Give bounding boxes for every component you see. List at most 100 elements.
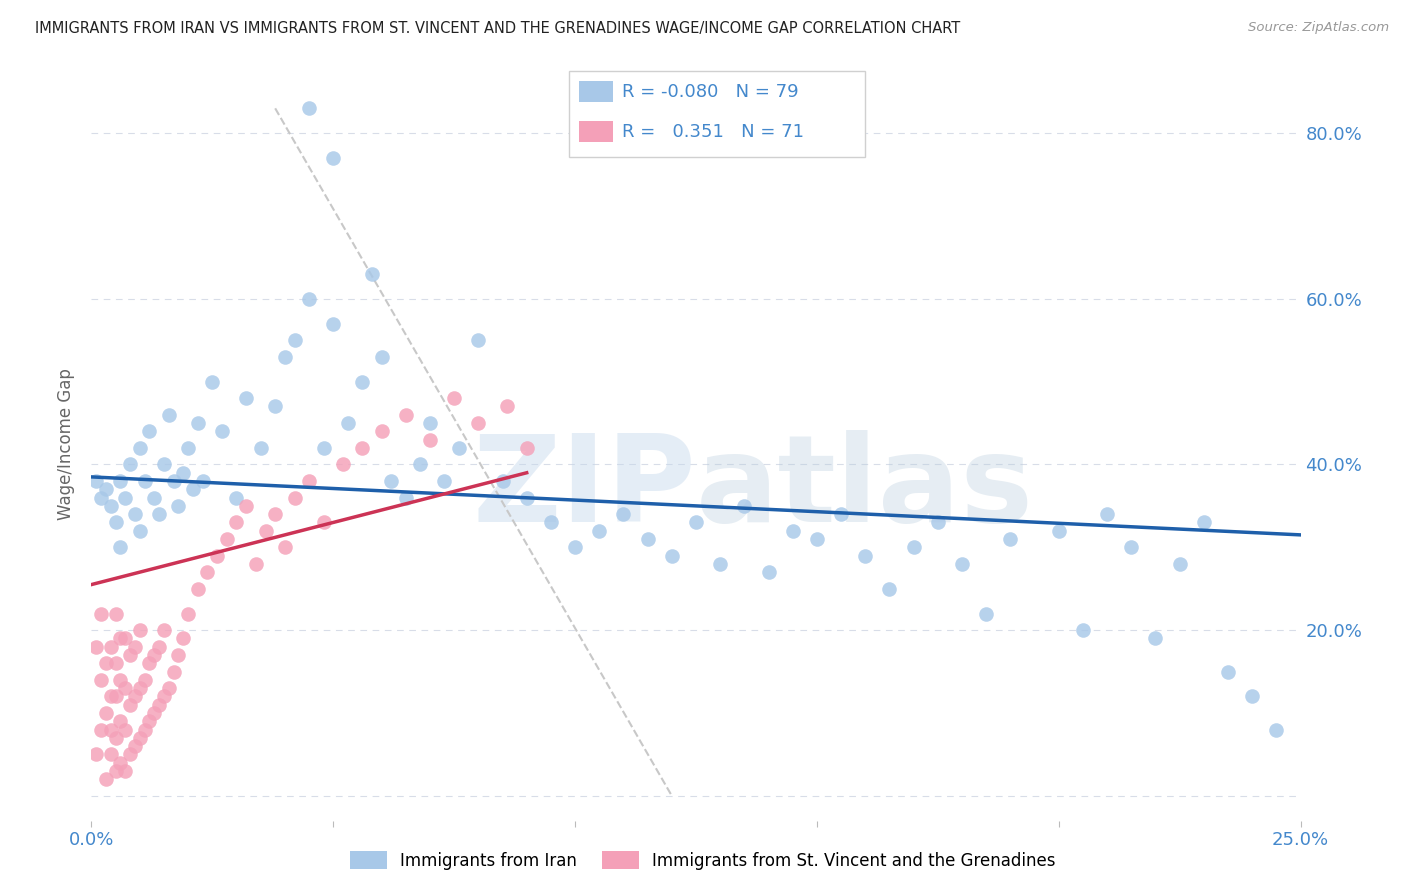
Point xyxy=(110,541,132,555)
Point xyxy=(134,474,156,488)
Point xyxy=(806,532,828,546)
Point xyxy=(153,623,176,637)
Point xyxy=(148,507,170,521)
Point xyxy=(110,756,132,770)
Point xyxy=(685,516,707,530)
Point xyxy=(516,491,538,505)
Point xyxy=(733,499,755,513)
Point xyxy=(128,681,150,695)
Text: atlas: atlas xyxy=(696,431,1033,548)
Point xyxy=(974,607,997,621)
Point xyxy=(332,458,354,472)
Point xyxy=(138,425,160,439)
Point xyxy=(225,491,247,505)
Point xyxy=(491,474,513,488)
Point xyxy=(1095,507,1118,521)
Point xyxy=(157,408,180,422)
Point xyxy=(211,425,233,439)
Point xyxy=(172,466,194,480)
Point xyxy=(322,151,344,165)
FancyBboxPatch shape xyxy=(579,121,613,142)
Point xyxy=(352,441,374,455)
Point xyxy=(903,541,925,555)
Point xyxy=(148,698,170,712)
Point xyxy=(496,400,519,414)
Point xyxy=(249,441,271,455)
Point xyxy=(177,441,200,455)
Point xyxy=(167,499,190,513)
Point xyxy=(352,375,374,389)
Point xyxy=(143,491,166,505)
Point xyxy=(143,706,166,720)
Point xyxy=(1265,723,1288,737)
Point xyxy=(312,516,335,530)
Point xyxy=(419,433,441,447)
Point xyxy=(1216,665,1239,679)
Point xyxy=(84,640,107,654)
Point xyxy=(395,491,418,505)
Point xyxy=(124,640,146,654)
Point xyxy=(283,333,305,347)
Point xyxy=(540,516,562,530)
Point xyxy=(370,425,392,439)
Point xyxy=(90,673,112,687)
Point xyxy=(245,557,267,571)
Point xyxy=(120,648,142,662)
Point xyxy=(84,474,107,488)
Point xyxy=(84,747,107,762)
Point xyxy=(191,474,214,488)
Point xyxy=(336,416,359,430)
Point xyxy=(516,441,538,455)
Point xyxy=(637,532,659,546)
Point xyxy=(661,549,683,563)
Point xyxy=(612,507,634,521)
Point xyxy=(90,723,112,737)
Point xyxy=(100,499,122,513)
Point xyxy=(1168,557,1191,571)
Text: ZIP: ZIP xyxy=(472,431,696,548)
Point xyxy=(370,350,392,364)
Y-axis label: Wage/Income Gap: Wage/Income Gap xyxy=(58,368,76,520)
Point xyxy=(447,441,470,455)
Point xyxy=(104,731,127,745)
Point xyxy=(409,458,432,472)
Point xyxy=(443,391,465,405)
Point xyxy=(588,524,610,538)
Point xyxy=(94,772,117,787)
Point xyxy=(312,441,335,455)
Point xyxy=(167,648,190,662)
Point xyxy=(128,524,150,538)
Point xyxy=(1000,532,1022,546)
Point xyxy=(235,499,257,513)
Point xyxy=(433,474,456,488)
Point xyxy=(298,292,321,306)
Point xyxy=(709,557,731,571)
Point xyxy=(564,541,586,555)
Point xyxy=(124,739,146,753)
Point xyxy=(94,483,117,497)
Point xyxy=(950,557,973,571)
Point xyxy=(128,731,150,745)
Point xyxy=(1071,623,1094,637)
Point xyxy=(322,317,344,331)
Point xyxy=(114,681,136,695)
Point xyxy=(197,565,219,579)
Point xyxy=(758,565,780,579)
Point xyxy=(162,474,184,488)
Point xyxy=(100,723,122,737)
Point xyxy=(100,690,122,704)
Point xyxy=(114,632,136,646)
Point xyxy=(830,507,852,521)
Legend: Immigrants from Iran, Immigrants from St. Vincent and the Grenadines: Immigrants from Iran, Immigrants from St… xyxy=(343,845,1063,877)
FancyBboxPatch shape xyxy=(579,81,613,103)
Point xyxy=(120,458,142,472)
Point xyxy=(114,491,136,505)
Point xyxy=(134,673,156,687)
Point xyxy=(264,507,287,521)
Point xyxy=(128,441,150,455)
Point xyxy=(94,657,117,671)
Point xyxy=(187,416,209,430)
Point xyxy=(274,541,297,555)
Point xyxy=(90,491,112,505)
Point xyxy=(162,665,184,679)
